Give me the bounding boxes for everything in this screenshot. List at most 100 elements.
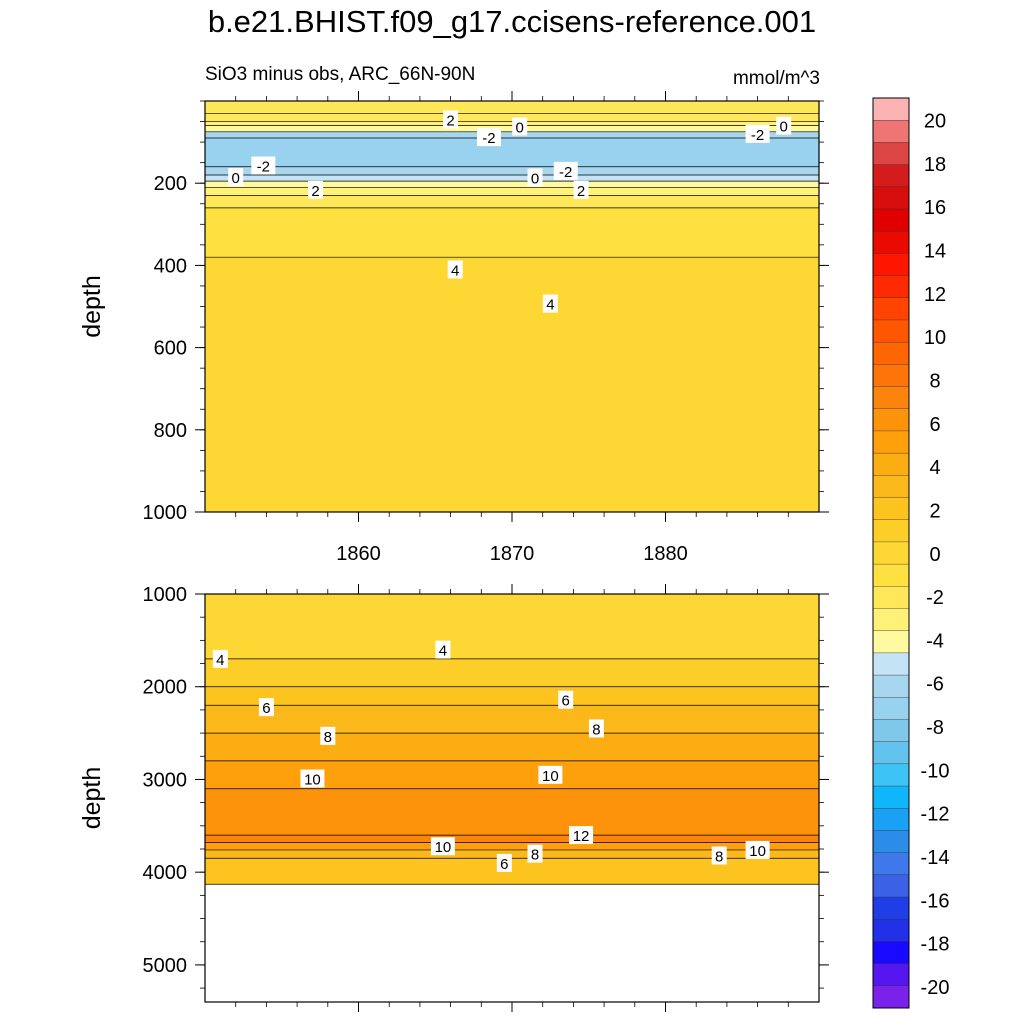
contour-label-box xyxy=(212,649,228,668)
colorbar-label: -12 xyxy=(921,804,950,826)
colorbar-label: 20 xyxy=(924,111,946,133)
colorbar-swatch xyxy=(872,142,910,166)
colorbar-label: -8 xyxy=(926,717,944,739)
y-tick-label: 200 xyxy=(154,173,187,195)
colorbar-label: -16 xyxy=(921,890,950,912)
x-tick-label: 1870 xyxy=(490,543,535,565)
contour-label-box xyxy=(228,168,244,187)
contour-label: -2 xyxy=(257,159,270,176)
contour-label: 4 xyxy=(216,652,224,669)
contour-label-box xyxy=(588,719,604,738)
contour-label: 10 xyxy=(542,768,559,785)
contour-band xyxy=(205,686,819,706)
contour-label-box xyxy=(569,826,594,845)
colorbar-swatch xyxy=(872,763,910,787)
colorbar-swatch xyxy=(872,541,910,565)
contour-label: 4 xyxy=(439,643,447,660)
colorbar-swatch xyxy=(872,519,910,543)
contour-band xyxy=(205,174,819,182)
colorbar-label: -14 xyxy=(921,847,950,869)
contour-band xyxy=(205,849,819,859)
contour-label-box xyxy=(711,846,727,865)
contour-band xyxy=(205,195,819,208)
contour-label: -2 xyxy=(482,130,495,147)
contour-band xyxy=(205,788,819,836)
colorbar-label: 16 xyxy=(924,197,946,219)
colorbar-swatch xyxy=(872,741,910,765)
contour-label: 2 xyxy=(311,183,319,200)
contour-label-box xyxy=(573,180,589,199)
y-axis-label: depth xyxy=(78,275,106,338)
contour-label-box xyxy=(476,128,501,147)
contour-label-box xyxy=(553,161,578,180)
colorbar-swatch xyxy=(872,319,910,343)
colorbar-frame xyxy=(872,97,910,1009)
contour-label-box xyxy=(512,117,528,136)
contour-label-box xyxy=(435,640,451,659)
y-tick-label: 1000 xyxy=(143,502,188,524)
colorbar-swatch xyxy=(872,497,910,521)
contour-label-box xyxy=(447,260,463,279)
x-tick-label: 1880 xyxy=(643,543,688,565)
contour-label-box xyxy=(258,698,274,717)
colorbar-label: -6 xyxy=(926,674,944,696)
contour-band xyxy=(205,658,819,687)
contour-label-box xyxy=(538,765,563,784)
contour-band xyxy=(205,121,819,126)
contour-label-box xyxy=(443,110,459,129)
y-axis-label: depth xyxy=(78,767,106,830)
contour-label: -2 xyxy=(751,127,764,144)
colorbar-swatch xyxy=(872,386,910,410)
x-tick-label: 1860 xyxy=(336,543,381,565)
contour-label-box xyxy=(745,124,770,143)
contour-label: 0 xyxy=(232,170,240,187)
right-subtitle: mmol/m^3 xyxy=(732,68,820,89)
colorbar-label: 10 xyxy=(924,327,946,349)
colorbar-swatch xyxy=(872,630,910,654)
contour-label-box xyxy=(308,180,324,199)
contour-label: 0 xyxy=(531,170,539,187)
contour-label: 8 xyxy=(592,721,600,738)
colorbar-swatch xyxy=(872,408,910,432)
contour-band xyxy=(205,113,819,122)
contour-band xyxy=(205,594,819,659)
colorbar-swatch xyxy=(872,253,910,277)
y-tick-label: 4000 xyxy=(143,862,188,884)
contour-label-box xyxy=(251,156,276,175)
colorbar-label: -20 xyxy=(921,977,950,999)
contour-label-box xyxy=(320,726,336,745)
contour-band xyxy=(205,733,819,761)
colorbar-swatch xyxy=(872,985,910,1009)
colorbar-swatch xyxy=(872,297,910,321)
colorbar-label: 2 xyxy=(929,500,940,522)
contour-label: 12 xyxy=(573,828,590,845)
contour-label: 4 xyxy=(451,263,459,280)
colorbar-swatch xyxy=(872,719,910,743)
colorbar-swatch xyxy=(872,874,910,898)
colorbar-swatch xyxy=(872,830,910,854)
panel-bottom: 1000 2000 3000 4000 5000 depth 4 4 6 6 8 8 10 10 12 10 8… xyxy=(78,584,829,1012)
contour-band xyxy=(205,181,819,188)
colorbar-swatch xyxy=(872,230,910,254)
contour-label-box xyxy=(745,840,770,859)
colorbar-label: 12 xyxy=(924,284,946,306)
contour-band xyxy=(205,101,819,114)
y-tick-label: 2000 xyxy=(143,677,188,699)
colorbar-swatch xyxy=(872,275,910,299)
contour-label: 4 xyxy=(546,297,554,314)
colorbar-swatch xyxy=(872,652,910,676)
colorbar-swatch xyxy=(872,119,910,143)
contour-label-box xyxy=(558,690,574,709)
chart-title: b.e21.BHIST.f09_g17.ccisens-reference.00… xyxy=(207,4,817,39)
colorbar-label: -4 xyxy=(926,630,944,652)
contour-label: 0 xyxy=(780,119,788,136)
contour-band xyxy=(205,207,819,258)
colorbar-label: 14 xyxy=(924,240,946,262)
colorbar-swatch xyxy=(872,608,910,632)
contour-label-box xyxy=(496,853,512,872)
contour-label: 8 xyxy=(324,729,332,746)
colorbar-label: 4 xyxy=(929,457,940,479)
contour-band xyxy=(205,131,819,138)
